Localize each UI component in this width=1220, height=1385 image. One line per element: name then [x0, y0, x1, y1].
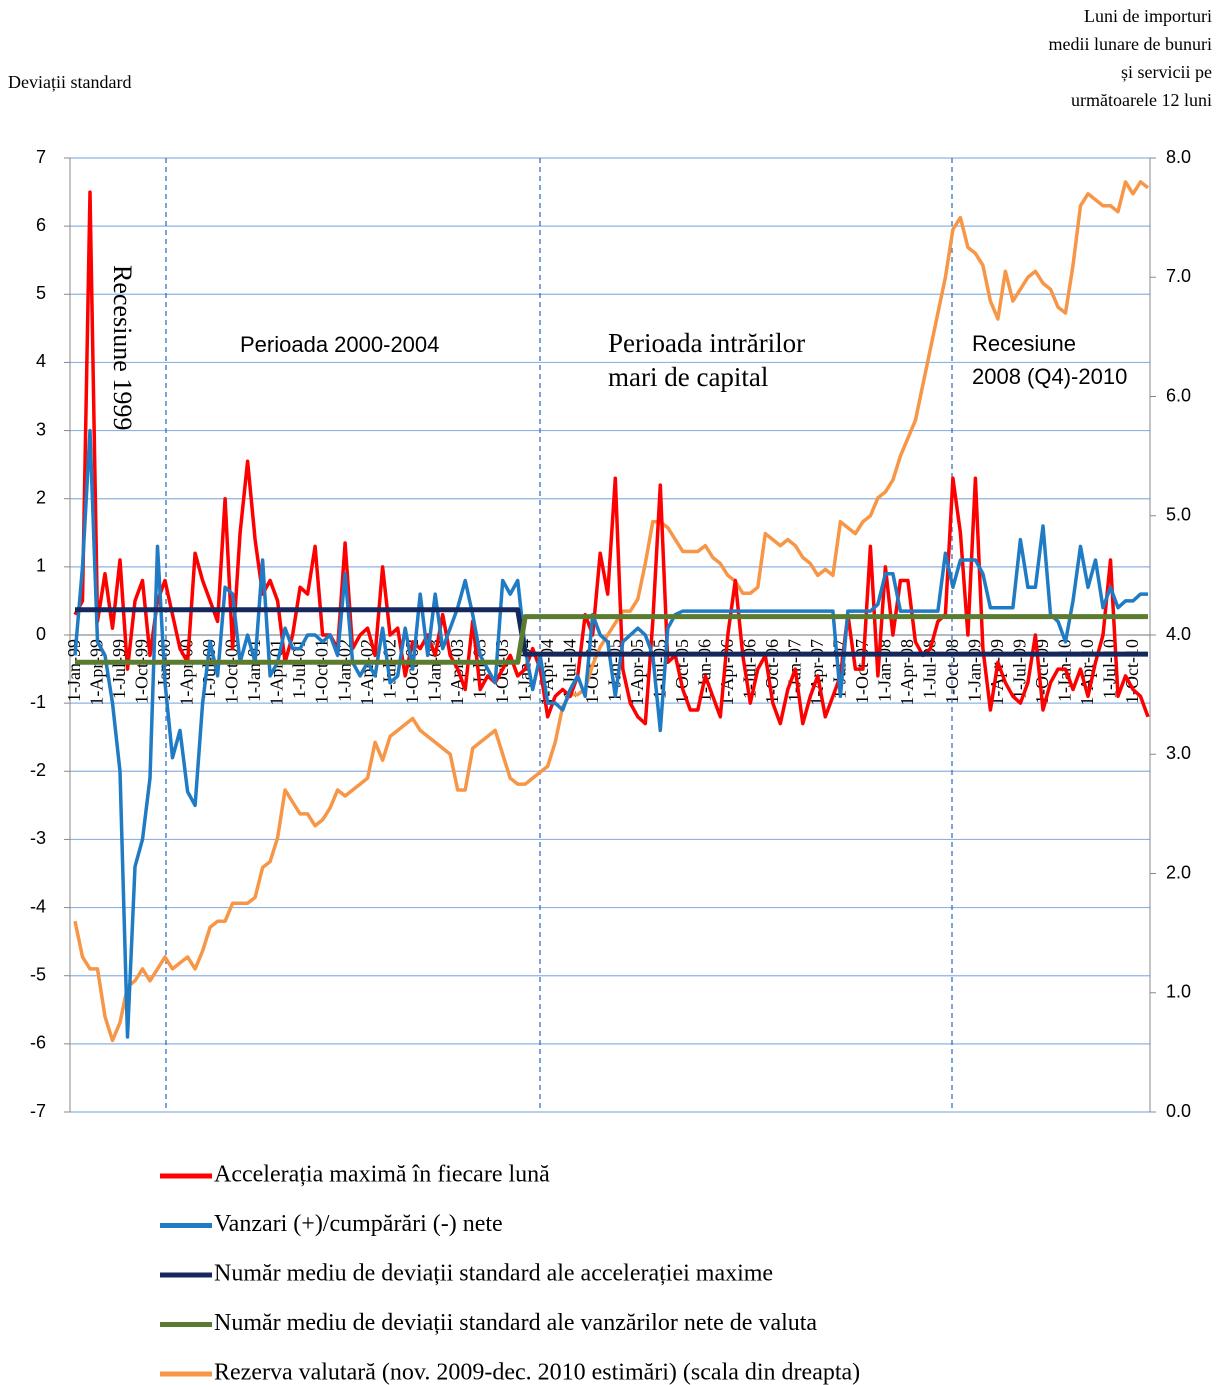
legend-label: Accelerația maximă în fiecare lună	[214, 1162, 550, 1188]
annotation: 2008 (Q4)-2010	[972, 364, 1127, 389]
y-tick-label: 2	[36, 487, 46, 507]
y-tick-label: 6	[36, 215, 46, 235]
y2-tick-label: 8.0	[1166, 147, 1191, 167]
y-tick-label: 4	[36, 351, 46, 371]
x-tick-label: 1-Oct-02	[402, 639, 422, 704]
legend: Accelerația maximă în fiecare lună Vanzar…	[160, 1162, 860, 1385]
x-tick-label: 1-Apr-99	[87, 639, 107, 706]
legend-label: Număr mediu de deviații standard ale acc…	[214, 1261, 773, 1287]
y2-tick-label: 3.0	[1166, 743, 1191, 763]
y2-axis-label: și servicii pe	[1121, 62, 1212, 82]
x-tick-label: 1-Jul-99	[109, 639, 129, 699]
series-line	[73, 190, 1150, 726]
y-tick-label: 7	[36, 147, 46, 167]
y-tick-label: -1	[30, 692, 46, 712]
y2-tick-label: 2.0	[1166, 862, 1191, 882]
annotation: Perioada 2000-2004	[240, 332, 439, 357]
y2-tick-label: 1.0	[1166, 982, 1191, 1002]
y-tick-label: -7	[30, 1101, 46, 1121]
annotation: Recesiune 1999	[108, 265, 137, 430]
y-tick-label: 5	[36, 283, 46, 303]
annotation: Perioada intrărilor	[608, 328, 805, 358]
legend-label: Vanzari (+)/cumpărări (-) nete	[214, 1211, 503, 1237]
y2-axis-label: Luni de importuri	[1084, 6, 1212, 26]
series-line	[75, 614, 1148, 665]
period-dividers	[165, 158, 953, 1112]
x-tick-label: 1-Oct-07	[852, 639, 872, 704]
annotation: Recesiune	[972, 331, 1076, 356]
y-tick-label: 0	[36, 624, 46, 644]
x-tick-label: 1-Oct-05	[672, 639, 692, 704]
y-tick-label: -6	[30, 1033, 46, 1053]
y2-tick-label: 7.0	[1166, 266, 1191, 286]
x-tick-label: 1-Oct-99	[132, 639, 152, 704]
series-line	[73, 428, 1148, 1039]
annotation: mari de capital	[608, 362, 768, 392]
x-tick-label: 1-Apr-02	[357, 639, 377, 706]
y2-tick-label: 6.0	[1166, 385, 1191, 405]
y2-tick-label: 5.0	[1166, 505, 1191, 525]
x-tick-label: 1-Apr-01	[267, 639, 287, 706]
y-tick-label: -3	[30, 828, 46, 848]
x-tick-label: 1-Jul-01	[289, 639, 309, 699]
y-tick-label: -4	[30, 896, 46, 916]
y2-tick-label: 0.0	[1166, 1101, 1191, 1121]
legend-label: Număr mediu de deviații standard ale van…	[214, 1310, 817, 1336]
y-axis-label: Deviații standard	[8, 72, 131, 92]
x-tick-label: 1-Jan-01	[244, 639, 264, 702]
series-line	[73, 180, 1150, 1043]
y-tick-label: -2	[30, 760, 46, 780]
y-tick-label: 3	[36, 419, 46, 439]
x-tick-label: 1-Apr-00	[177, 639, 197, 706]
legend-label: Rezerva valutară (nov. 2009-dec. 2010 es…	[214, 1360, 860, 1385]
x-tick-label: 1-Oct-01	[312, 639, 332, 704]
x-tick-label: 1-Jan-99	[64, 639, 84, 702]
plot	[73, 180, 1150, 1043]
y-tick-label: -5	[30, 964, 46, 984]
y2-axis-label: medii lunare de bunuri	[1049, 34, 1212, 54]
x-tick-label: 1-Apr-08	[897, 639, 917, 706]
y-tick-label: 1	[36, 556, 46, 576]
x-tick-label: 1-Oct-00	[222, 639, 242, 704]
y2-tick-label: 4.0	[1166, 624, 1191, 644]
y2-axis-label: următoarele 12 luni	[1071, 90, 1212, 110]
series-line	[75, 607, 1148, 657]
